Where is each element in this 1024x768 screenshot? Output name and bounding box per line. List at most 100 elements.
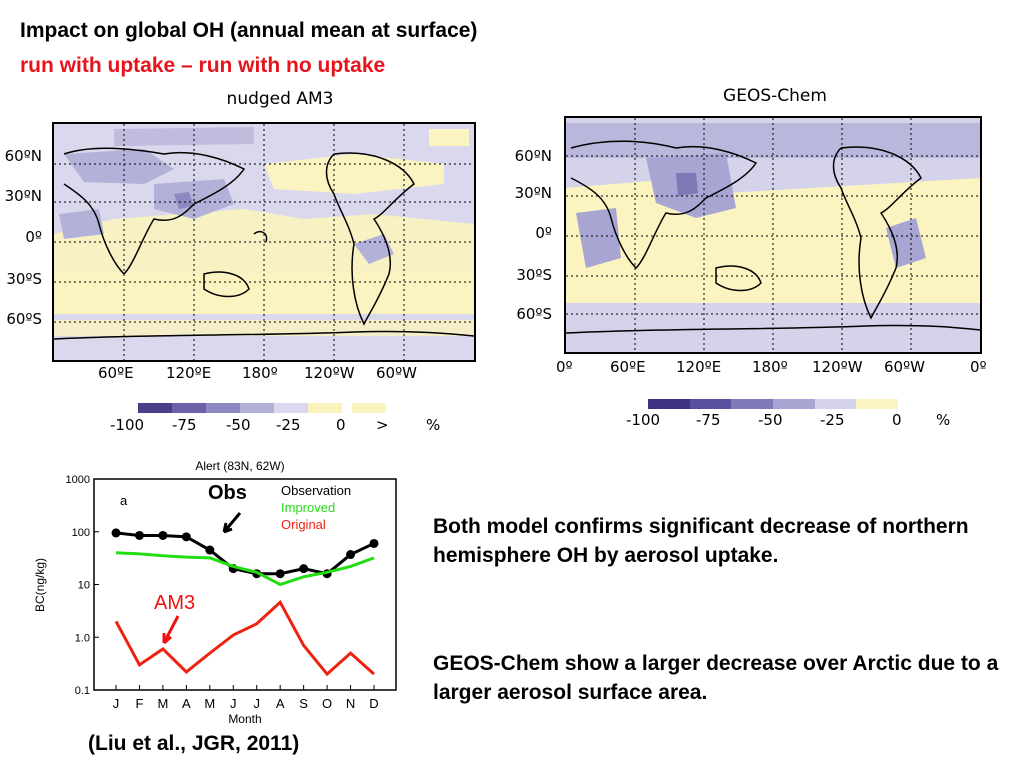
obs-annotation: Obs bbox=[208, 482, 247, 504]
y-tick-label: 0.1 bbox=[75, 685, 90, 697]
lon-label: 180º bbox=[752, 358, 788, 376]
lon-label: 60ºE bbox=[98, 364, 134, 382]
colorbar-tick: -75 bbox=[172, 416, 197, 434]
colorbar-tick: > bbox=[376, 416, 389, 434]
colorbar-swatch bbox=[731, 399, 774, 409]
lon-label: 120ºW bbox=[812, 358, 863, 376]
colorbar-tick: -50 bbox=[226, 416, 251, 434]
right-map-title: GEOS-Chem bbox=[723, 86, 827, 106]
colorbar-tick: -25 bbox=[820, 411, 845, 429]
x-tick-label: J bbox=[230, 696, 237, 711]
left-colorbar bbox=[138, 403, 342, 413]
right-map-graphic bbox=[566, 118, 980, 352]
lat-label: 60ºS bbox=[516, 305, 552, 323]
colorbar-tick: -25 bbox=[276, 416, 301, 434]
colorbar-swatch bbox=[308, 403, 342, 413]
lat-label: 60ºN bbox=[4, 147, 42, 165]
lon-label: 60ºE bbox=[610, 358, 646, 376]
am3-annotation: AM3 bbox=[154, 592, 195, 614]
right-map-lon-labels: 0º 60ºE 120ºE 180º 120ºW 60ºW 0º bbox=[546, 358, 1006, 382]
colorbar-tick: -50 bbox=[758, 411, 783, 429]
right-oh-map bbox=[564, 116, 982, 354]
lon-label: 60ºW bbox=[884, 358, 925, 376]
y-tick-label: 1000 bbox=[66, 474, 90, 486]
lat-label: 30ºN bbox=[4, 187, 42, 205]
data-point bbox=[275, 569, 285, 579]
lat-label: 30ºS bbox=[6, 270, 42, 288]
lat-label: 30ºS bbox=[516, 266, 552, 284]
left-oh-map bbox=[52, 122, 476, 362]
bc-chart: Alert (83N, 62W) a BC(ng/kg) Month 0.1 1.… bbox=[30, 455, 410, 730]
lon-label: 60ºW bbox=[376, 364, 417, 382]
x-tick-label: O bbox=[322, 696, 332, 711]
lat-label: 0º bbox=[535, 224, 552, 242]
y-tick-label: 100 bbox=[72, 527, 90, 539]
lat-label: 60ºS bbox=[6, 310, 42, 328]
x-tick-label: A bbox=[276, 696, 285, 711]
x-tick-label: A bbox=[182, 696, 191, 711]
lon-label: 0º bbox=[556, 358, 573, 376]
colorbar-tick: -100 bbox=[110, 416, 145, 434]
colorbar-tick: -100 bbox=[626, 411, 661, 429]
data-point bbox=[346, 550, 356, 560]
left-colorbar-over bbox=[352, 403, 386, 413]
x-tick-label: M bbox=[157, 696, 168, 711]
colorbar-swatch bbox=[240, 403, 274, 413]
chart-title: Alert (83N, 62W) bbox=[195, 459, 284, 473]
x-tick-label: D bbox=[369, 696, 378, 711]
finding-paragraph-1: Both model confirms significant decrease… bbox=[433, 515, 969, 567]
colorbar-unit: % bbox=[936, 411, 951, 429]
data-point bbox=[111, 528, 121, 538]
series-line-observation bbox=[115, 531, 375, 576]
lat-label: 0º bbox=[25, 228, 42, 246]
lon-label: 0º bbox=[970, 358, 987, 376]
data-point bbox=[158, 530, 168, 540]
colorbar-swatch bbox=[773, 399, 815, 409]
colorbar-swatch bbox=[689, 399, 732, 409]
lon-label: 180º bbox=[242, 364, 278, 382]
series-line-improved bbox=[115, 551, 375, 587]
colorbar-swatch bbox=[138, 403, 172, 413]
lat-label: 30ºN bbox=[514, 184, 552, 202]
x-tick-label: F bbox=[135, 696, 143, 711]
colorbar-tick: 0 bbox=[336, 416, 346, 434]
y-axis-label: BC(ng/kg) bbox=[33, 558, 47, 612]
y-tick-label: 10 bbox=[78, 580, 90, 592]
data-point bbox=[299, 564, 309, 574]
x-axis-label: Month bbox=[228, 712, 261, 726]
lon-label: 120ºE bbox=[676, 358, 722, 376]
right-colorbar-ticks: -100 -75 -50 -25 0 % bbox=[626, 411, 966, 431]
lon-label: 120ºW bbox=[304, 364, 355, 382]
colorbar-tick: 0 bbox=[892, 411, 902, 429]
x-tick-label: N bbox=[346, 696, 355, 711]
x-tick-label: J bbox=[253, 696, 260, 711]
bc-chart-svg: Alert (83N, 62W) a BC(ng/kg) Month 0.1 1.… bbox=[33, 459, 397, 726]
citation: (Liu et al., JGR, 2011) bbox=[88, 732, 300, 755]
slide-title: Impact on global OH (annual mean at surf… bbox=[20, 19, 478, 42]
x-tick-label: M bbox=[204, 696, 215, 711]
finding-paragraph-2: GEOS-Chem show a larger decrease over Ar… bbox=[433, 652, 999, 704]
legend-entry: Original bbox=[281, 517, 326, 532]
y-tick-label: 1.0 bbox=[75, 632, 90, 644]
colorbar-unit: % bbox=[426, 416, 441, 434]
x-tick-label: S bbox=[299, 696, 308, 711]
data-point bbox=[205, 545, 215, 555]
colorbar-tick: -75 bbox=[696, 411, 721, 429]
am3-arrow-icon bbox=[162, 615, 180, 645]
colorbar-swatch bbox=[648, 399, 690, 409]
x-tick-label: J bbox=[113, 696, 120, 711]
left-map-lon-labels: 60ºE 120ºE 180º 120ºW 60ºW bbox=[52, 364, 476, 388]
obs-arrow-icon bbox=[222, 512, 242, 534]
legend-entry: Improved bbox=[281, 500, 335, 515]
colorbar-swatch bbox=[856, 399, 899, 409]
chart-plot-frame bbox=[93, 478, 397, 691]
data-point bbox=[134, 530, 144, 540]
lat-label: 60ºN bbox=[514, 147, 552, 165]
series-line-original bbox=[114, 599, 376, 677]
colorbar-swatch bbox=[814, 399, 857, 409]
colorbar-swatch bbox=[274, 403, 308, 413]
data-point bbox=[181, 532, 191, 542]
left-map-graphic bbox=[54, 124, 474, 360]
left-colorbar-ticks: -100 -75 -50 -25 0 > % bbox=[110, 416, 450, 436]
panel-label: a bbox=[120, 493, 128, 508]
